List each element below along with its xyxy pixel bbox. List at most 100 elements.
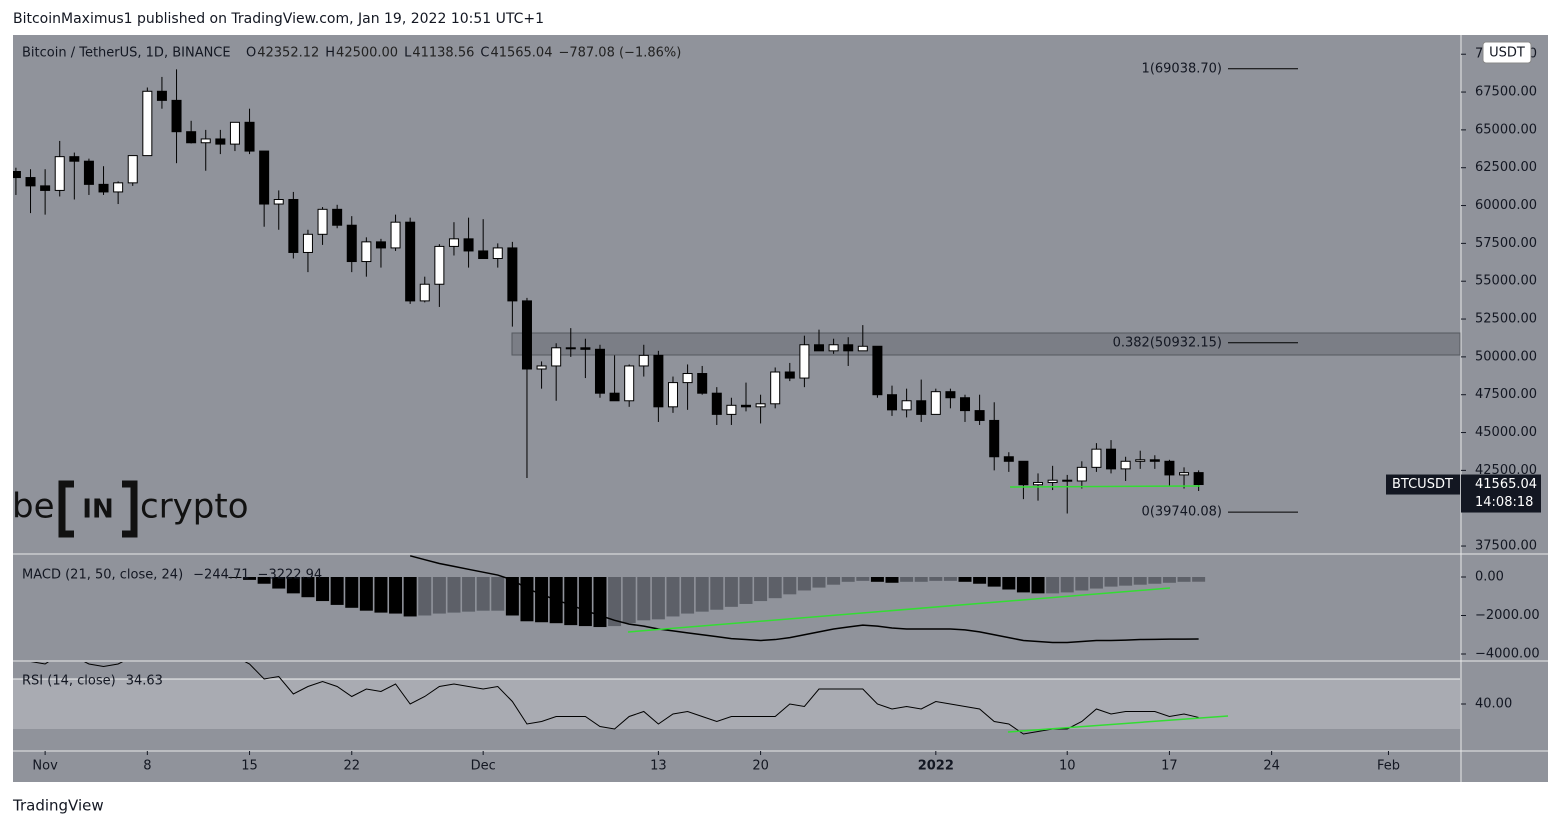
unit-badge bbox=[1482, 41, 1532, 64]
x-tick-label: Dec bbox=[471, 759, 496, 774]
candle-body bbox=[346, 224, 357, 263]
candle-body bbox=[448, 238, 459, 247]
watermark-gap bbox=[74, 478, 122, 540]
fib-label: 1(69038.70) bbox=[1142, 61, 1222, 76]
y-tick-label: 67500.00 bbox=[1475, 85, 1537, 100]
histogram-bar bbox=[987, 577, 1001, 587]
histogram-bar bbox=[1104, 577, 1118, 587]
candle-body bbox=[507, 247, 518, 302]
histogram-bar bbox=[359, 577, 373, 611]
histogram-bar bbox=[885, 577, 899, 583]
y-tick-label: −2000.00 bbox=[1475, 608, 1540, 623]
candle-body bbox=[1179, 472, 1190, 476]
candle-body bbox=[1149, 459, 1160, 462]
candle-body bbox=[945, 391, 956, 399]
histogram-bar bbox=[243, 577, 257, 580]
candle-body bbox=[390, 221, 401, 249]
footer: TradingView bbox=[12, 797, 104, 815]
candle-body bbox=[813, 344, 824, 352]
support-line bbox=[1009, 485, 1201, 488]
candle-body bbox=[1033, 481, 1044, 486]
rsi-band bbox=[13, 679, 1460, 729]
histogram-bar bbox=[316, 577, 330, 602]
candle-body bbox=[726, 404, 737, 415]
watermark: be IN crypto bbox=[12, 478, 249, 540]
y-tick-label: 57500.00 bbox=[1475, 236, 1537, 251]
y-tick-label: 37500.00 bbox=[1475, 539, 1537, 554]
histogram-bar bbox=[286, 577, 300, 594]
histogram-bar bbox=[1075, 577, 1089, 591]
candle-body bbox=[960, 397, 971, 412]
histogram-bar bbox=[943, 577, 957, 581]
histogram-bar bbox=[505, 577, 519, 616]
x-tick-label: 8 bbox=[143, 759, 151, 774]
last-price: 41565.04 bbox=[1475, 477, 1537, 492]
legend-value: 41138.56 bbox=[412, 46, 474, 61]
histogram-bar bbox=[447, 577, 461, 613]
candle-body bbox=[419, 283, 430, 302]
candle-body bbox=[375, 241, 386, 249]
histogram-bar bbox=[418, 577, 432, 616]
histogram-bar bbox=[973, 577, 987, 584]
plot: Nov 8 15 22 Dec 13 20 2022 10 17 24 Feb 37500.00 4250… bbox=[13, 41, 1541, 774]
candle-body bbox=[317, 208, 328, 235]
rsi-legend-value: 34.63 bbox=[126, 674, 163, 689]
candle-body bbox=[667, 382, 678, 408]
histogram-bar bbox=[768, 577, 782, 599]
histogram-bar bbox=[651, 577, 665, 620]
candle-body bbox=[1076, 466, 1087, 482]
y-tick-label: 50000.00 bbox=[1475, 349, 1537, 364]
x-tick-label: 24 bbox=[1263, 759, 1280, 774]
histogram-bar bbox=[301, 577, 315, 598]
legend-key: C bbox=[480, 46, 489, 61]
chart-area bbox=[13, 35, 1548, 782]
candle-body bbox=[1135, 459, 1146, 462]
candle-body bbox=[740, 404, 751, 408]
x-tick-label: 17 bbox=[1161, 759, 1178, 774]
y-tick-label: 52500.00 bbox=[1475, 312, 1537, 327]
chart-title: Bitcoin / TetherUS, 1D, BINANCE bbox=[22, 46, 231, 61]
histogram-bar bbox=[637, 577, 651, 621]
x-tick-label: Feb bbox=[1377, 759, 1400, 774]
macd-line bbox=[409, 555, 1199, 644]
histogram-bar bbox=[1177, 577, 1191, 582]
histogram-bar bbox=[914, 577, 928, 582]
y-tick-label: 60000.00 bbox=[1475, 198, 1537, 213]
histogram-bar bbox=[1016, 577, 1030, 593]
candle-body bbox=[83, 160, 94, 185]
candle-body bbox=[565, 347, 576, 350]
candle-body bbox=[784, 371, 795, 379]
histogram-bar bbox=[812, 577, 826, 588]
candle-body bbox=[682, 373, 693, 384]
histogram-bar bbox=[622, 577, 636, 624]
candle-body bbox=[229, 121, 240, 145]
candle-body bbox=[828, 344, 839, 352]
histogram-bar bbox=[754, 577, 768, 602]
candle-body bbox=[770, 371, 781, 405]
legend-value: 42500.00 bbox=[336, 46, 398, 61]
candle-body bbox=[332, 208, 343, 226]
rsi-line bbox=[30, 662, 1199, 735]
candle-body bbox=[54, 156, 65, 191]
histogram-bar bbox=[593, 577, 607, 628]
x-tick-label: Nov bbox=[32, 759, 58, 774]
candle-body bbox=[989, 419, 1000, 458]
candle-body bbox=[536, 365, 547, 370]
candle-body bbox=[930, 391, 941, 415]
candle-body bbox=[653, 354, 664, 408]
rsi-pane bbox=[13, 662, 1460, 735]
histogram-bar bbox=[958, 577, 972, 582]
histogram-bar bbox=[1133, 577, 1147, 585]
histogram-bar bbox=[345, 577, 359, 608]
candle-body bbox=[361, 241, 372, 263]
candle-body bbox=[1091, 448, 1102, 468]
x-tick-label: 15 bbox=[241, 759, 258, 774]
histogram-bar bbox=[783, 577, 797, 595]
candle-body bbox=[69, 156, 80, 162]
histogram-bar bbox=[739, 577, 753, 604]
histogram-bar bbox=[403, 577, 417, 617]
histogram-bar bbox=[578, 577, 592, 627]
candle-body bbox=[492, 247, 503, 260]
legend-key: L bbox=[404, 46, 412, 61]
